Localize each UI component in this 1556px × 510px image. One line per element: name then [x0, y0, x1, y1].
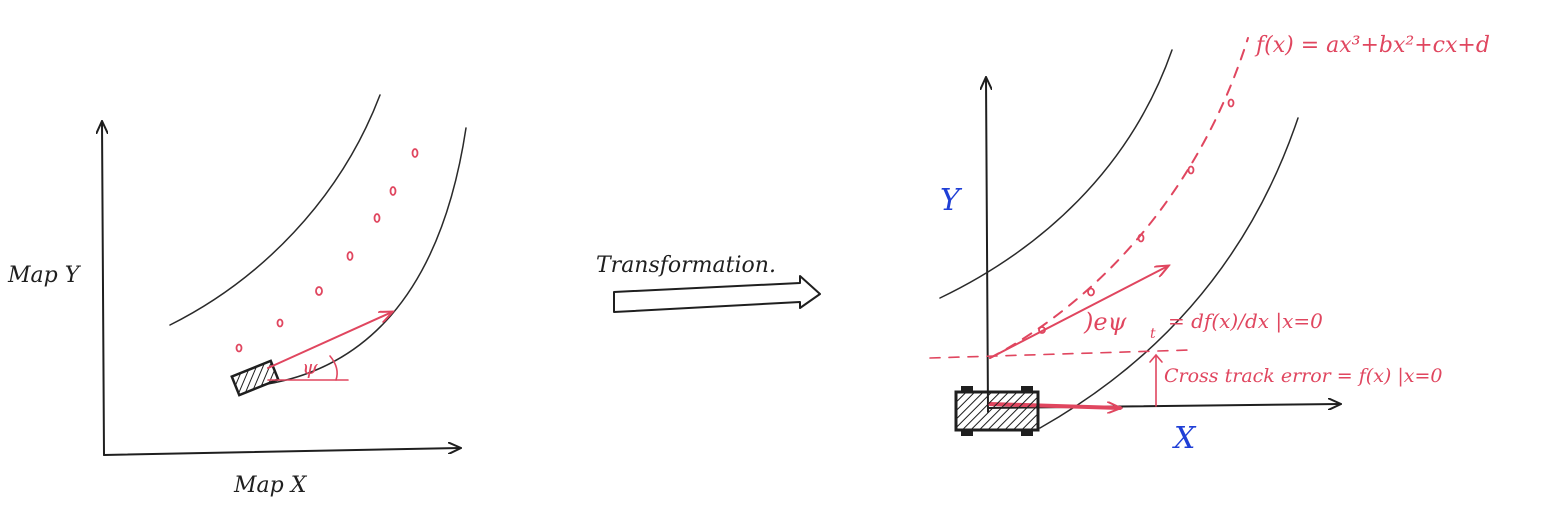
right-waypoint: [1227, 98, 1235, 108]
right-waypoint: [1137, 233, 1145, 243]
right-x-axis-label: X: [1172, 421, 1197, 456]
epsi-subscript: t: [1150, 326, 1156, 342]
polyfit-label: f(x) = ax³+bx²+cx+d: [1254, 33, 1490, 58]
epsi-label: )eψ: [1083, 308, 1128, 336]
left-x-axis: [103, 448, 460, 456]
right-waypoint: [1087, 287, 1095, 297]
left-waypoints: [235, 148, 419, 353]
right-y-axis: [986, 78, 988, 413]
left-panel: ψ Map Y Map X: [7, 94, 467, 498]
transformation-arrow: [613, 275, 821, 313]
right-reference-dashed-line: [929, 349, 1191, 359]
right-waypoints: [1038, 98, 1235, 334]
right-lane-outer: [939, 49, 1173, 299]
left-waypoint: [276, 318, 284, 328]
left-y-axis: [102, 122, 104, 456]
left-waypoint: [346, 251, 354, 261]
right-y-axis-label: Y: [940, 183, 963, 218]
left-waypoint: [389, 186, 397, 196]
transformation: Transformation.: [596, 253, 821, 313]
left-angle-label: ψ: [302, 355, 318, 379]
left-car-icon: [230, 359, 280, 397]
transformation-label: Transformation.: [596, 253, 776, 278]
left-waypoint: [373, 213, 381, 223]
left-angle-arc: [329, 355, 338, 381]
right-polyfit-curve: [989, 37, 1249, 359]
right-lane-inner: [1039, 117, 1299, 429]
right-tangent-arrow: [989, 266, 1168, 359]
left-y-axis-label: Map Y: [7, 263, 82, 288]
derivative-equation: = df(x)/dx |x=0: [1168, 309, 1323, 334]
left-x-axis-label: Map X: [233, 473, 308, 498]
left-lane-outer: [169, 94, 381, 326]
right-panel: Y X f(x) = ax³+bx²+cx+d )eψ t = df(x)/dx…: [929, 33, 1490, 456]
cte-bracket-top: [1149, 353, 1163, 363]
left-waypoint: [411, 148, 419, 158]
cte-label: Cross track error = f(x) |x=0: [1164, 365, 1443, 387]
left-lane-inner: [261, 127, 467, 386]
right-car-icon: [954, 386, 1040, 436]
right-waypoint: [1187, 165, 1195, 175]
left-waypoint: [235, 343, 243, 353]
left-waypoint: [315, 286, 323, 296]
left-heading-arrow: [267, 312, 392, 369]
